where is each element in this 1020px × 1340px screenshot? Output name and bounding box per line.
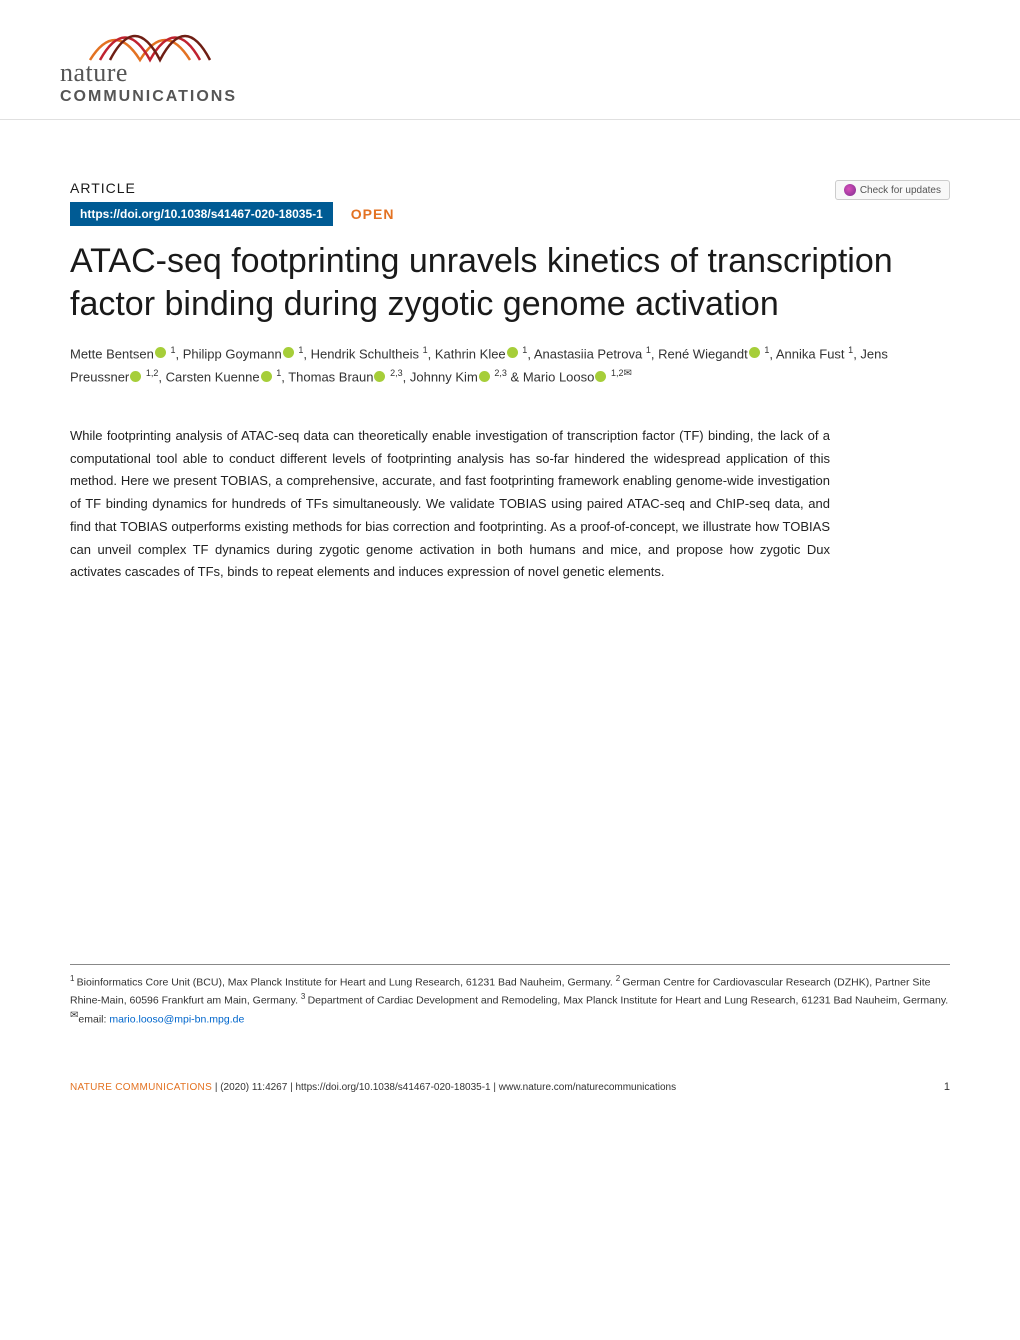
orcid-icon bbox=[749, 347, 760, 358]
article-type-label: ARTICLE bbox=[70, 180, 950, 196]
abstract-text: While footprinting analysis of ATAC-seq … bbox=[70, 425, 830, 584]
corresponding-email[interactable]: mario.looso@mpi-bn.mpg.de bbox=[109, 1013, 244, 1025]
article-header: ARTICLE Check for updates https://doi.or… bbox=[70, 180, 950, 389]
author-name: Thomas Braun bbox=[288, 370, 373, 385]
author-name: Anastasiia Petrova bbox=[534, 346, 642, 361]
doi-link[interactable]: https://doi.org/10.1038/s41467-020-18035… bbox=[70, 202, 333, 226]
page-footer: NATURE COMMUNICATIONS | (2020) 11:4267 |… bbox=[0, 1067, 1020, 1113]
envelope-icon: ✉ bbox=[624, 368, 632, 379]
orcid-icon bbox=[479, 371, 490, 382]
journal-header: nature COMMUNICATIONS bbox=[0, 0, 1020, 120]
footer-page-num: 1 bbox=[944, 1081, 950, 1093]
author-name: Hendrik Schultheis bbox=[311, 346, 419, 361]
orcid-icon bbox=[595, 371, 606, 382]
author-sup: 2,3 bbox=[494, 368, 507, 378]
author-name: Johnny Kim bbox=[410, 370, 478, 385]
author-sup: 1 bbox=[276, 368, 281, 378]
author-sup: 1,2 bbox=[611, 368, 624, 378]
journal-name-bottom: COMMUNICATIONS bbox=[60, 88, 1020, 106]
article-content: ARTICLE Check for updates https://doi.or… bbox=[0, 120, 1020, 1067]
author-sup: 1 bbox=[764, 345, 769, 355]
author-name: Carsten Kuenne bbox=[166, 370, 260, 385]
journal-name-top: nature bbox=[60, 58, 1020, 88]
author-sup: 1 bbox=[522, 345, 527, 355]
open-access-label: OPEN bbox=[351, 206, 395, 222]
author-name: Mario Looso bbox=[523, 370, 595, 385]
author-sup: 1,2 bbox=[146, 368, 159, 378]
orcid-icon bbox=[261, 371, 272, 382]
aff-sup-1: 1 bbox=[70, 974, 77, 983]
author-sup: 2,3 bbox=[390, 368, 403, 378]
orcid-icon bbox=[374, 371, 385, 382]
affiliations-block: 1 Bioinformatics Core Unit (BCU), Max Pl… bbox=[70, 964, 950, 1027]
author-name: Kathrin Klee bbox=[435, 346, 506, 361]
aff-1: Bioinformatics Core Unit (BCU), Max Plan… bbox=[77, 977, 616, 989]
author-sup: 1 bbox=[170, 345, 175, 355]
email-label: email: bbox=[78, 1013, 109, 1025]
author-sup: 1 bbox=[646, 345, 651, 355]
check-updates-label: Check for updates bbox=[860, 185, 941, 196]
orcid-icon bbox=[507, 347, 518, 358]
author-sup: 1 bbox=[298, 345, 303, 355]
author-name: Philipp Goymann bbox=[183, 346, 282, 361]
footer-citation: (2020) 11:4267 | https://doi.org/10.1038… bbox=[220, 1082, 676, 1093]
aff-3: Department of Cardiac Development and Re… bbox=[308, 994, 949, 1006]
author-sup: 1 bbox=[423, 345, 428, 355]
author-name: René Wiegandt bbox=[658, 346, 748, 361]
crossmark-icon bbox=[844, 184, 856, 196]
author-name: Annika Fust bbox=[776, 346, 845, 361]
aff-sup-3: 3 bbox=[301, 992, 308, 1001]
author-name: Mette Bentsen bbox=[70, 346, 154, 361]
footer-journal: NATURE COMMUNICATIONS bbox=[70, 1082, 212, 1093]
article-title: ATAC-seq footprinting unravels kinetics … bbox=[70, 240, 950, 325]
orcid-icon bbox=[283, 347, 294, 358]
author-list: Mette Bentsen 1, Philipp Goymann 1, Hend… bbox=[70, 343, 950, 389]
author-sup: 1 bbox=[848, 345, 853, 355]
orcid-icon bbox=[130, 371, 141, 382]
check-updates-button[interactable]: Check for updates bbox=[835, 180, 950, 200]
orcid-icon bbox=[155, 347, 166, 358]
